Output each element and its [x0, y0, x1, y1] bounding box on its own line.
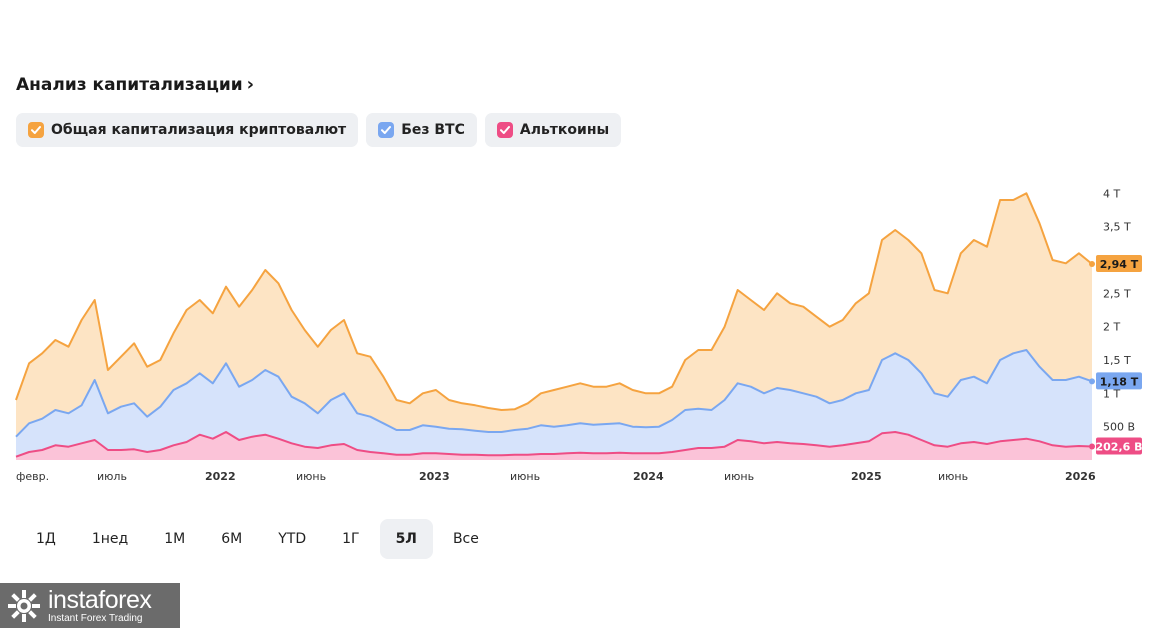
- last-value-label: 202,6 B: [1095, 440, 1142, 453]
- last-value-badge-altcoins: 202,6 B: [1095, 437, 1143, 455]
- y-tick-label: 2 T: [1103, 321, 1120, 334]
- series-area-altcoins: [16, 432, 1092, 460]
- x-tick-label: июнь: [510, 470, 540, 483]
- page-title-text: Анализ капитализации: [16, 74, 243, 95]
- x-tick-label: 2023: [419, 470, 450, 483]
- y-tick-label: 1 T: [1103, 387, 1120, 400]
- chevron-right-icon: ›: [246, 74, 255, 95]
- y-tick-label: 2,5 T: [1103, 287, 1131, 300]
- legend: Общая капитализация криптовалют Без BTC Ал…: [16, 113, 622, 147]
- range-selector: 1Д 1нед 1М 6М YTD 1Г 5Л Все: [20, 519, 495, 559]
- x-tick-label: 2026: [1065, 470, 1096, 483]
- x-tick-label: 2025: [851, 470, 882, 483]
- last-value-badge-ex-btc: 1,18 T: [1096, 372, 1142, 390]
- y-tick-label: 1,5 T: [1103, 354, 1131, 367]
- x-tick-label: 2022: [205, 470, 236, 483]
- legend-label: Без BTC: [401, 122, 465, 138]
- y-tick-label: 4 T: [1103, 187, 1120, 200]
- last-point-ex-btc: [1089, 378, 1095, 385]
- y-tick-label: 3,5 T: [1103, 221, 1131, 234]
- range-button[interactable]: 6М: [221, 531, 243, 547]
- instaforex-logo: instaforex Instant Forex Trading: [0, 583, 180, 628]
- y-tick-label: 500 B: [1103, 421, 1135, 434]
- legend-toggle-altcoins[interactable]: Альткоины: [484, 113, 622, 147]
- x-tick-label: июнь: [724, 470, 754, 483]
- last-value-label: 1,18 T: [1100, 375, 1139, 388]
- logo-name: instaforex: [48, 585, 152, 614]
- range-button[interactable]: 5Л: [379, 519, 433, 559]
- legend-toggle-ex-btc[interactable]: Без BTC: [366, 113, 477, 147]
- last-point-altcoins: [1089, 443, 1095, 450]
- x-tick-label: февр.: [16, 470, 49, 483]
- page-title[interactable]: Анализ капитализации ›: [16, 74, 254, 95]
- series-line-ex-btc: [15, 349, 1093, 438]
- range-button[interactable]: YTD: [278, 531, 307, 547]
- x-tick-label: 2024: [633, 470, 664, 483]
- check-icon: [496, 122, 513, 138]
- last-point-total: [1089, 261, 1095, 267]
- last-value-badge-total: 2,94 T: [1096, 255, 1142, 272]
- range-button[interactable]: Все: [452, 531, 479, 547]
- series-line-total: [15, 192, 1093, 411]
- series-line-altcoins: [15, 431, 1093, 458]
- series-area-ex-btc: [16, 350, 1092, 460]
- x-tick-label: июнь: [296, 470, 326, 483]
- capitalization-chart: 500 B1 T1,5 T2 T2,5 T3 T3,5 T4 Tфевр.июл…: [15, 187, 1143, 483]
- logo-gear-icon: [8, 589, 40, 622]
- range-button[interactable]: 1М: [164, 531, 186, 547]
- x-tick-label: июль: [97, 470, 127, 483]
- legend-label: Общая капитализация криптовалют: [51, 122, 347, 138]
- x-tick-label: июнь: [938, 470, 968, 483]
- range-button[interactable]: 1Г: [342, 531, 360, 547]
- check-icon: [378, 122, 395, 138]
- check-icon: [28, 122, 44, 138]
- legend-toggle-total[interactable]: Общая капитализация криптовалют: [16, 113, 359, 147]
- last-value-label: 2,94 T: [1100, 258, 1139, 271]
- logo-tagline: Instant Forex Trading: [48, 612, 143, 624]
- range-button[interactable]: 1нед: [91, 531, 129, 547]
- range-button[interactable]: 1Д: [36, 531, 56, 547]
- legend-label: Альткоины: [519, 122, 610, 138]
